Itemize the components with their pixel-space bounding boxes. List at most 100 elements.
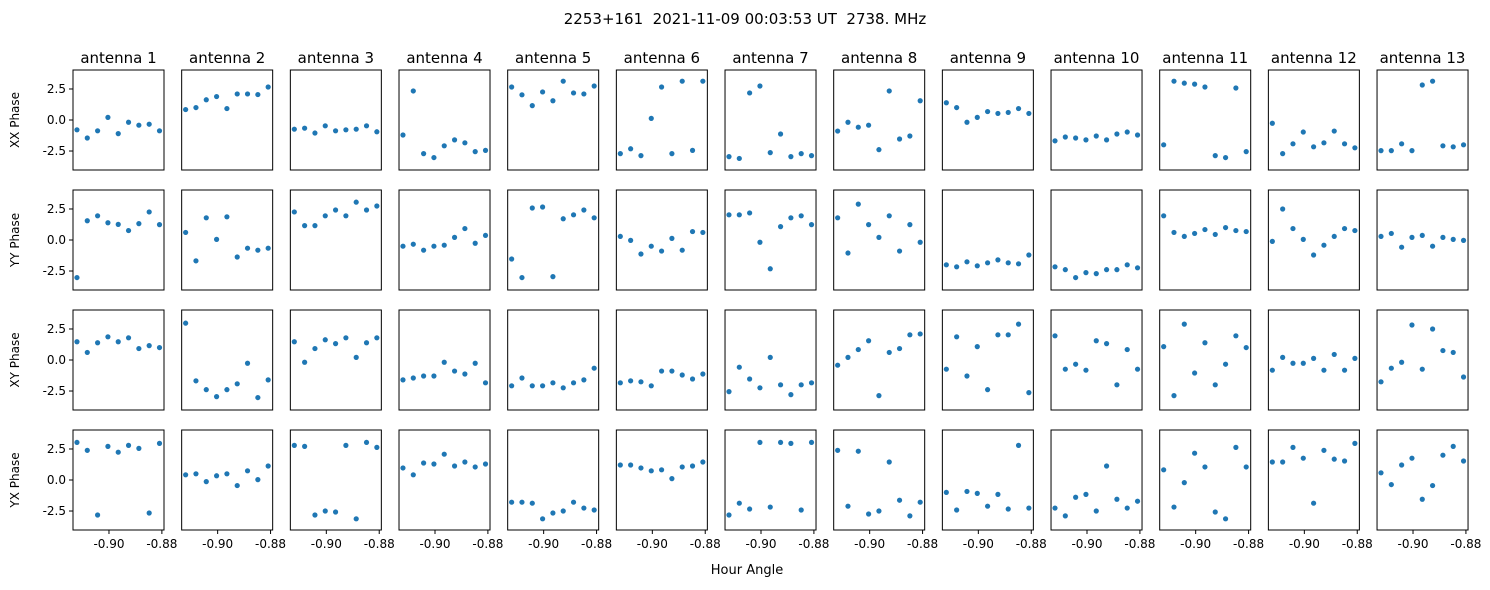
- data-point: [183, 320, 189, 326]
- data-point: [1171, 229, 1177, 236]
- data-point: [1399, 244, 1405, 250]
- axes-frame: [1267, 189, 1360, 291]
- data-point: [1181, 321, 1187, 327]
- axes-frame: [833, 69, 926, 171]
- data-point: [550, 274, 556, 280]
- axes-frame: [1050, 69, 1143, 171]
- data-point: [1212, 231, 1218, 238]
- x-tick-label: -0.90: [419, 537, 450, 551]
- data-point: [648, 115, 654, 121]
- x-tick-label: -0.88: [907, 537, 938, 551]
- data-point: [954, 334, 960, 340]
- data-point: [560, 385, 566, 391]
- data-point: [1419, 496, 1425, 502]
- data-point: [1134, 498, 1141, 504]
- data-point: [374, 203, 380, 209]
- data-point: [363, 439, 370, 446]
- data-point: [451, 234, 458, 240]
- data-point: [581, 91, 587, 97]
- data-point: [1290, 360, 1296, 366]
- data-point: [995, 332, 1001, 338]
- data-point: [876, 508, 882, 514]
- figure-title: 2253+161 2021-11-09 00:03:53 UT 2738. MH…: [564, 10, 927, 28]
- data-point: [1300, 360, 1306, 366]
- subplot-panel: -0.90 -0.88: [833, 429, 938, 551]
- subplot-panel: antenna 12: [1267, 49, 1360, 171]
- data-point: [1280, 459, 1286, 465]
- x-tick-label: -0.90: [1397, 537, 1428, 551]
- data-point: [421, 247, 427, 253]
- data-point: [1280, 354, 1286, 360]
- data-point: [679, 372, 685, 378]
- data-point: [105, 220, 111, 226]
- subplot-panel: [289, 309, 382, 411]
- data-point: [1192, 370, 1198, 376]
- subplot-panel: [1159, 309, 1252, 411]
- axes-frame: [1159, 309, 1252, 411]
- data-point: [255, 91, 261, 98]
- subplot-panel: -0.90 -0.88: [1267, 429, 1373, 551]
- data-point: [1161, 467, 1167, 473]
- data-point: [917, 98, 923, 104]
- axes-frame: [1159, 69, 1252, 171]
- data-point: [1015, 105, 1022, 112]
- axes-frame: [941, 189, 1034, 291]
- data-point: [845, 250, 851, 256]
- data-point: [1450, 443, 1456, 449]
- data-point: [777, 224, 784, 230]
- data-point: [1341, 458, 1348, 464]
- data-point: [757, 439, 763, 446]
- data-point: [410, 88, 416, 94]
- data-point: [1399, 462, 1405, 468]
- data-point: [995, 491, 1001, 497]
- subplot-panel: antenna 13: [1376, 49, 1469, 171]
- data-point: [1300, 236, 1306, 242]
- data-point: [1222, 361, 1229, 367]
- subplot-title: antenna 7: [732, 49, 808, 67]
- axes-frame: [1050, 309, 1143, 411]
- data-point: [964, 488, 970, 495]
- data-point: [1269, 238, 1275, 244]
- data-point: [726, 212, 732, 218]
- data-point: [1341, 141, 1348, 147]
- data-point: [1378, 379, 1384, 385]
- data-point: [234, 254, 240, 260]
- data-point: [1321, 140, 1327, 146]
- data-point: [115, 449, 121, 455]
- axes-frame: [289, 189, 382, 291]
- data-point: [1352, 355, 1358, 361]
- data-point: [591, 83, 597, 89]
- data-point: [1222, 224, 1229, 231]
- data-point: [234, 381, 240, 387]
- subplot-panel: [1159, 189, 1252, 291]
- x-tick-label: -0.88: [798, 537, 829, 551]
- data-point: [234, 482, 240, 489]
- data-point: [1233, 333, 1239, 339]
- data-point: [1073, 494, 1079, 500]
- data-point: [1311, 144, 1317, 150]
- y-tick-label: -2.5: [43, 264, 66, 278]
- data-point: [648, 243, 654, 249]
- subplot-title: antenna 3: [298, 49, 374, 67]
- subplot-panel: [941, 189, 1034, 291]
- data-point: [876, 393, 882, 399]
- data-point: [462, 225, 468, 232]
- data-point: [146, 209, 152, 215]
- data-point: [896, 345, 903, 352]
- data-point: [421, 460, 427, 466]
- data-point: [105, 114, 111, 120]
- data-point: [1026, 110, 1032, 117]
- data-point: [244, 245, 251, 251]
- data-point: [1440, 143, 1446, 149]
- subplot-panel: antenna 10: [1050, 49, 1143, 171]
- x-tick-label: -0.88: [1124, 537, 1155, 551]
- data-point: [74, 439, 80, 446]
- data-point: [1321, 367, 1327, 373]
- data-point: [845, 119, 851, 125]
- data-point: [954, 264, 960, 270]
- data-point: [1429, 243, 1436, 249]
- data-point: [136, 445, 142, 451]
- data-point: [1352, 440, 1358, 446]
- data-point: [1460, 374, 1467, 380]
- data-point: [213, 236, 220, 242]
